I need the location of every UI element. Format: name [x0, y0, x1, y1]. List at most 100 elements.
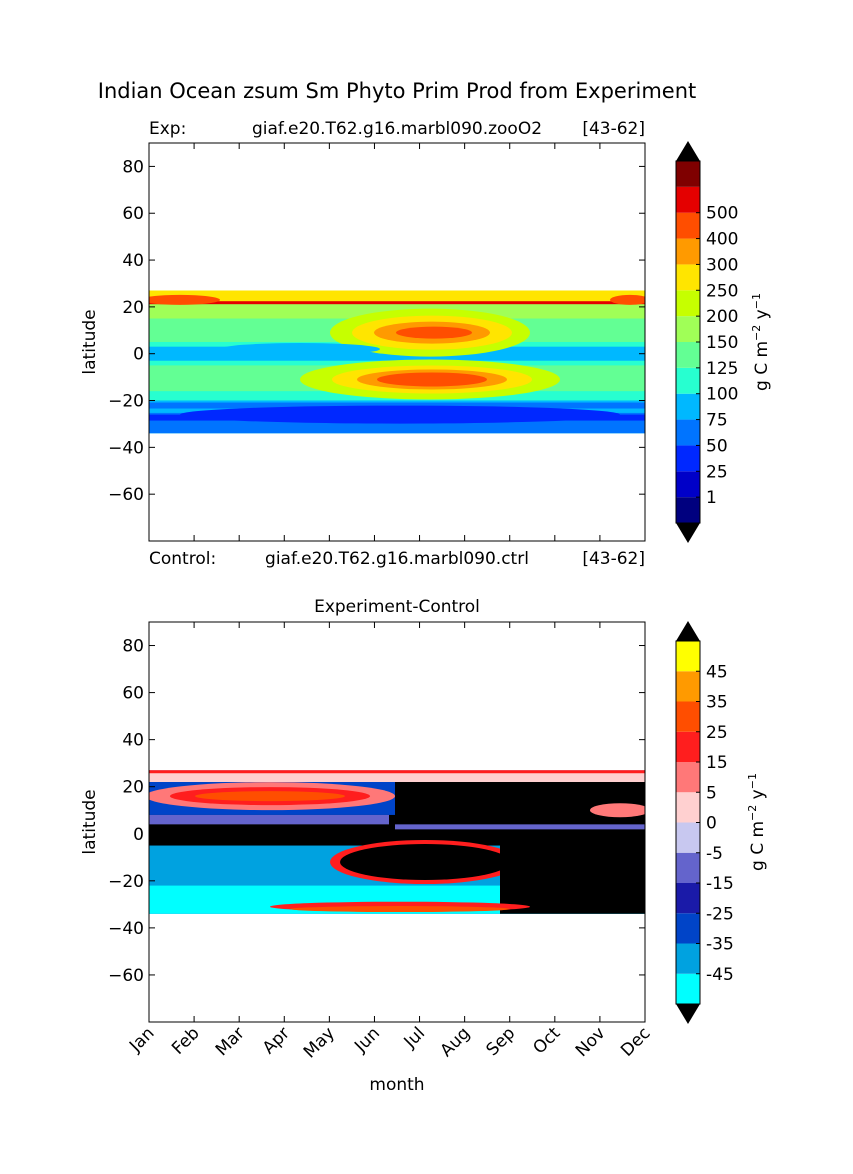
top-y-axis: 80 60 40 20 0 −20 −40 −60 [108, 143, 646, 541]
top-cbar-tick-label: 75 [706, 411, 728, 431]
top-cbar-tick-label: 200 [706, 307, 738, 327]
band-20s [149, 400, 645, 409]
top-cbar-extend-min [676, 523, 700, 543]
bot-cbar-tick-label: -5 [706, 844, 723, 864]
diff-north-edge [149, 770, 645, 774]
y-tick-label: −40 [108, 438, 144, 458]
bot-cbar-swatch [676, 701, 700, 732]
exp-label: Exp: [149, 119, 186, 139]
top-cbar-swatch [676, 367, 700, 394]
top-colorbar-label: g C m−2 y−1 [750, 293, 772, 391]
bot-cbar-tick-label: -35 [706, 935, 734, 955]
top-cbar-extend-max [676, 141, 700, 161]
x-tick-label: Nov [572, 1023, 610, 1061]
ctrl-years: [43-62] [582, 549, 645, 569]
bot-cbar-swatch [676, 852, 700, 883]
bottom-y-axis-label: latitude [80, 789, 100, 854]
y-tick-label: −40 [108, 919, 144, 939]
bot-cbar-extend-min [676, 1004, 700, 1024]
y-tick-label: 40 [122, 251, 144, 271]
exp-years: [43-62] [582, 119, 645, 139]
figure-title: Indian Ocean zsum Sm Phyto Prim Prod fro… [98, 79, 697, 103]
bot-cbar-swatch [676, 792, 700, 823]
y-tick-label: −60 [108, 485, 144, 505]
bot-cbar-extend-max [676, 621, 700, 641]
x-tick-label: Dec [617, 1023, 654, 1060]
bloom-north-core [396, 326, 472, 339]
top-cbar-swatch [676, 212, 700, 239]
y-tick-label: 60 [122, 204, 144, 224]
diff-north-pos-core [195, 791, 345, 802]
top-contour-field [149, 290, 645, 434]
y-tick-label: 0 [133, 345, 144, 365]
y-tick-label: 60 [122, 684, 144, 704]
top-cbar-tick-label: 250 [706, 281, 738, 301]
bot-cbar-swatch [676, 822, 700, 853]
x-tick-label: Jan [125, 1023, 158, 1056]
top-cbar-tick-label: 500 [706, 204, 738, 224]
minimum-south [180, 405, 620, 424]
x-tick-label: Mar [212, 1023, 249, 1060]
y-tick-label: 20 [122, 298, 144, 318]
diff-north-blueband [149, 814, 389, 825]
bot-cbar-swatch [676, 943, 700, 974]
bottom-colorbar-label: g C m−2 y−1 [746, 773, 768, 871]
diff-north-top [149, 770, 645, 782]
bot-cbar-swatch [676, 883, 700, 914]
top-cbar-swatch [676, 342, 700, 368]
x-tick-label: Feb [168, 1023, 203, 1058]
x-tick-label: Jul [400, 1023, 429, 1052]
top-cbar-swatch [676, 419, 700, 446]
bottom-plot-frame [148, 621, 646, 1023]
diff-black-southeast [500, 833, 645, 914]
top-cbar-swatch [676, 186, 700, 213]
top-cbar-tick-label: 400 [706, 230, 738, 250]
top-cbar-swatch [676, 290, 700, 317]
max-north-west [149, 294, 220, 305]
bot-cbar-tick-label: 35 [706, 693, 728, 713]
eq-low [220, 343, 380, 356]
top-cbar-swatch [676, 238, 700, 265]
top-cbar-swatch [676, 316, 700, 342]
top-cbar-tick-label: 50 [706, 436, 728, 456]
diff-south-pos-core [290, 906, 510, 913]
top-panel: 80 60 40 20 0 −20 −40 −60 latitude [80, 142, 646, 542]
band-north-3 [149, 290, 645, 303]
bot-cbar-swatch [676, 641, 700, 672]
top-cbar-swatch [676, 393, 700, 420]
bot-cbar-tick-label: -15 [706, 874, 734, 894]
bot-cbar-tick-label: -45 [706, 965, 734, 985]
x-tick-label: Apr [259, 1023, 294, 1058]
bot-cbar-swatch [676, 762, 700, 793]
bot-cbar-tick-label: 45 [706, 662, 728, 682]
bottom-contour-field [149, 770, 645, 914]
bottom-y-axis: 80 60 40 20 0 −20 −40 −60 [108, 637, 645, 986]
diff-black-east [395, 782, 645, 825]
y-tick-label: 0 [133, 825, 144, 845]
top-cbar-swatch [676, 497, 700, 523]
bottom-x-axis: Jan Feb Mar Apr May Jun Jul Aug Sep Oct Nov Dec [125, 622, 655, 1062]
bot-cbar-swatch [676, 731, 700, 762]
y-tick-label: 40 [122, 731, 144, 751]
y-tick-label: −60 [108, 966, 144, 986]
bot-cbar-tick-label: 0 [706, 814, 717, 834]
top-cbar-swatch [676, 161, 700, 187]
top-cbar-tick-label: 25 [706, 462, 728, 482]
y-tick-label: −20 [108, 872, 144, 892]
ctrl-label: Control: [149, 549, 216, 569]
exp-case: giaf.e20.T62.g16.marbl090.zooO2 [252, 119, 542, 139]
x-axis-label: month [369, 1075, 424, 1095]
top-cbar-swatch [676, 445, 700, 472]
top-y-axis-label: latitude [80, 309, 100, 374]
y-tick-label: −20 [108, 392, 144, 412]
bot-cbar-swatch [676, 973, 700, 1004]
y-tick-label: 20 [122, 778, 144, 798]
bot-cbar-tick-label: 25 [706, 723, 728, 743]
top-plot-frame [148, 142, 646, 542]
y-tick-label: 80 [122, 637, 144, 657]
diff-east-pos [590, 803, 645, 818]
max-north-east [610, 294, 645, 305]
top-cbar-swatch [676, 264, 700, 291]
